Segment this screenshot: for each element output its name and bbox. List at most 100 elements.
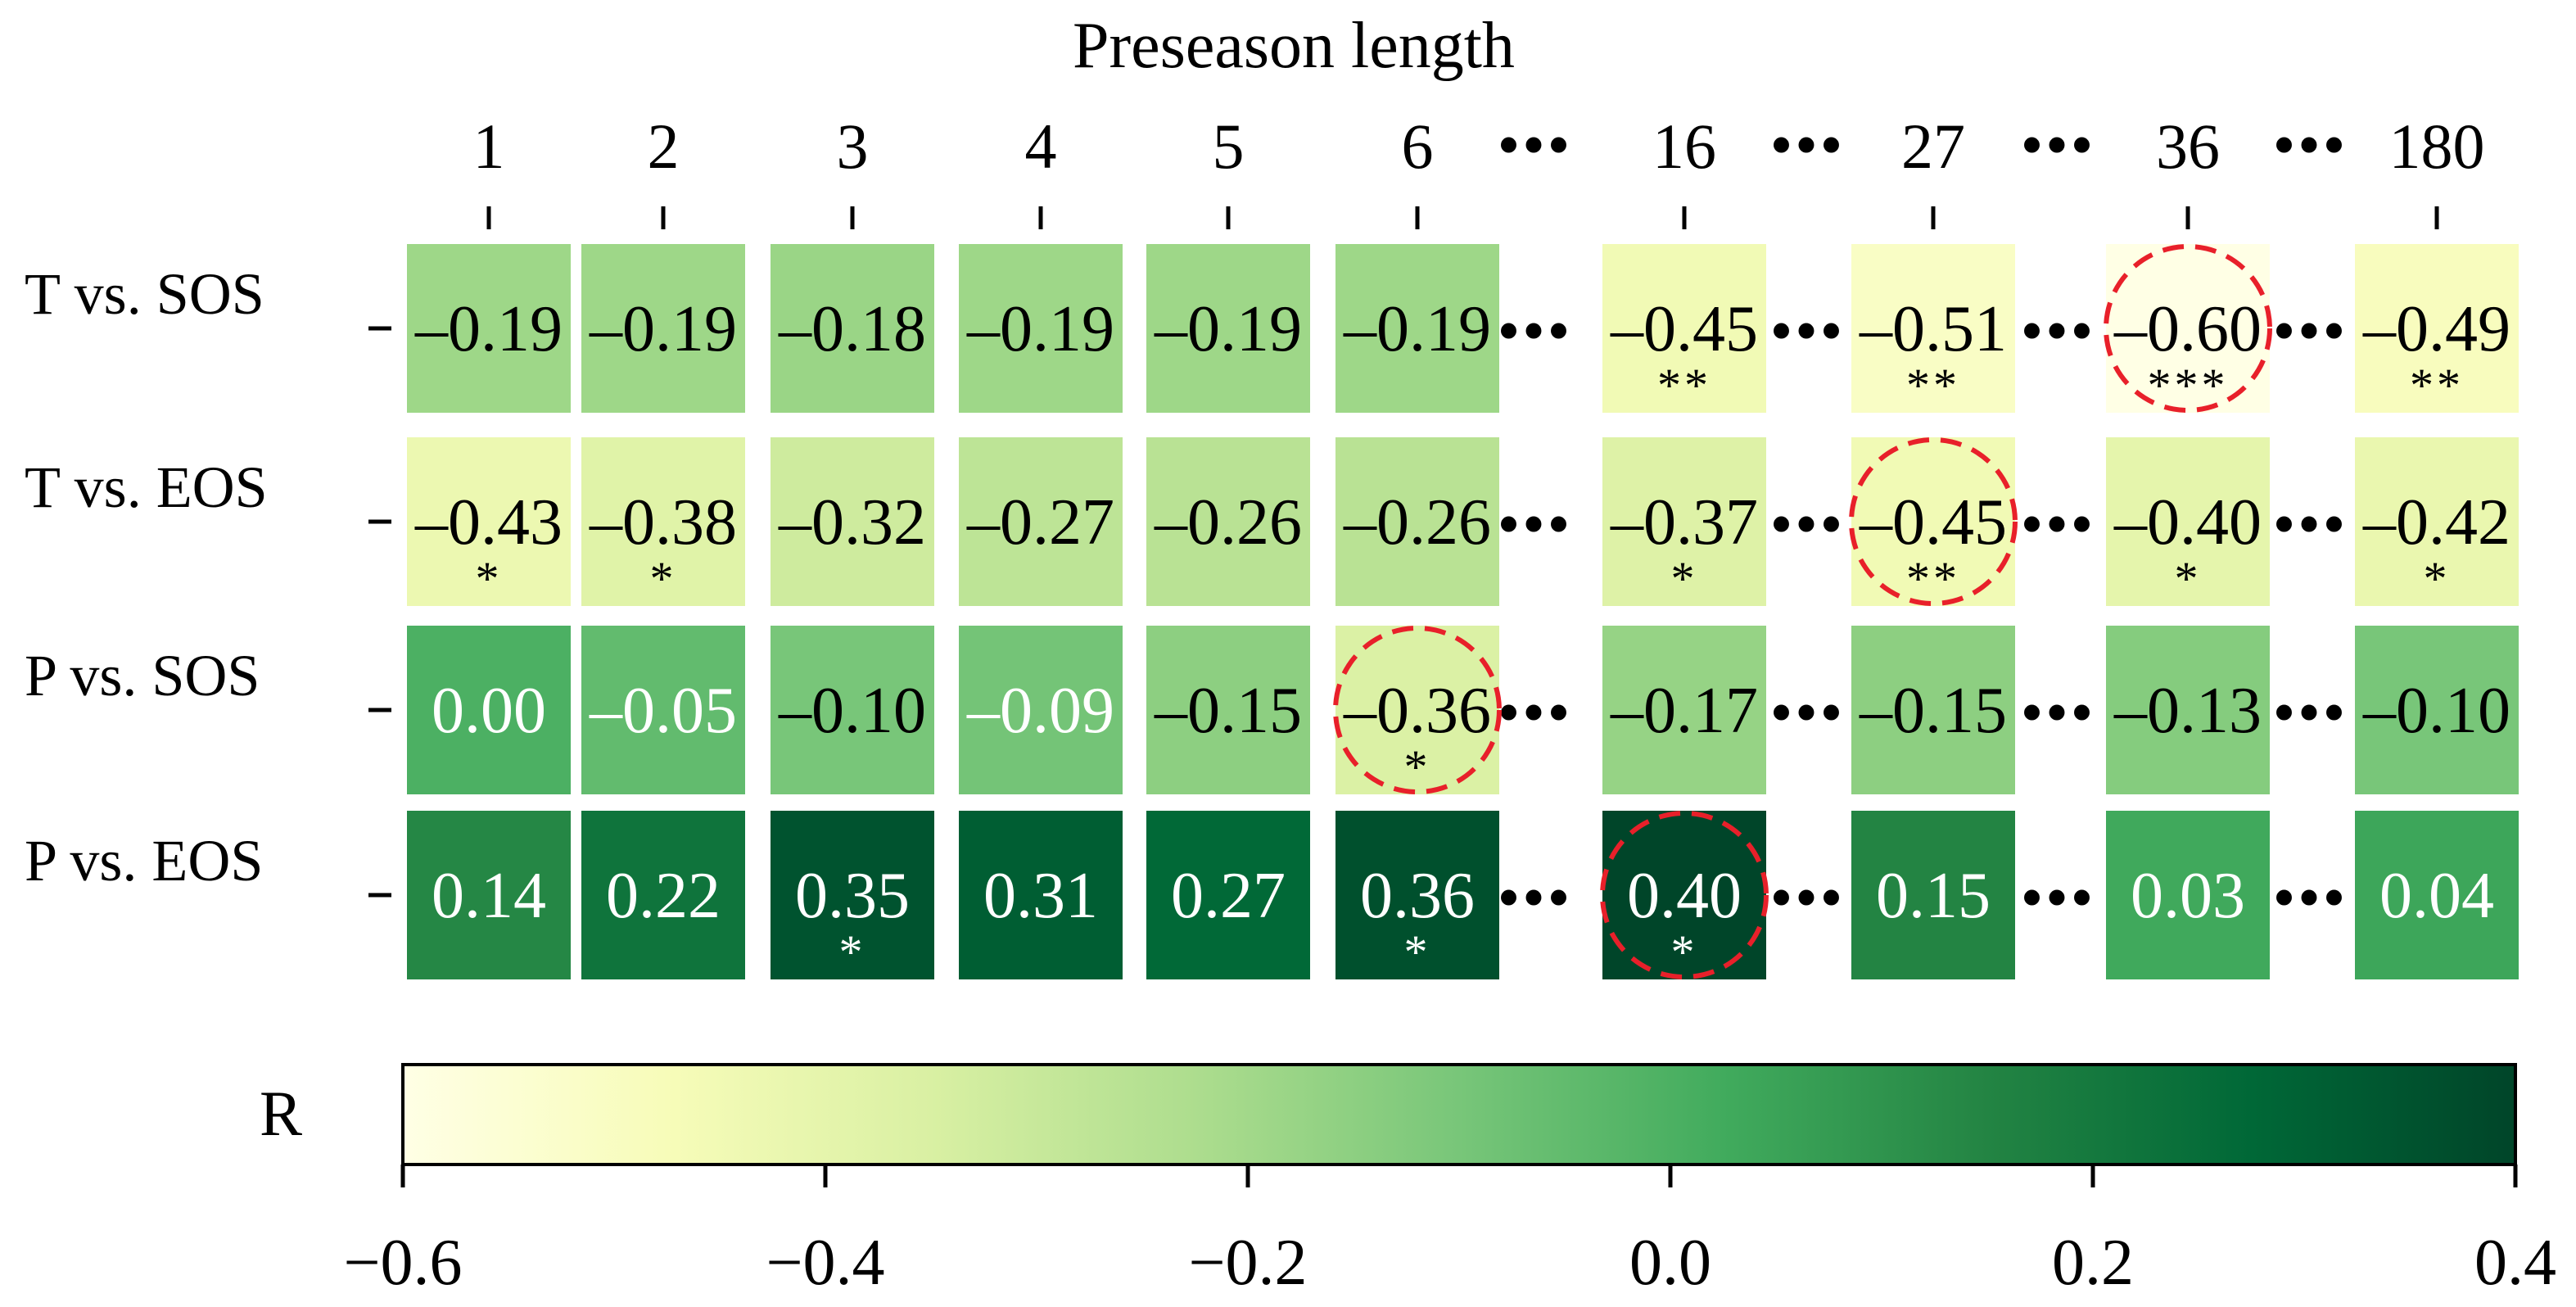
cell-value: –0.36: [1343, 675, 1491, 747]
cell-rect: [407, 811, 571, 979]
row-label: T vs. SOS: [25, 261, 264, 327]
cell-rect: [1146, 626, 1310, 794]
cell-rect: [1335, 437, 1499, 606]
cell-rect: [1851, 437, 2015, 606]
colorbar-tick-label: −0.6: [343, 1227, 462, 1299]
column-label: 1: [473, 111, 505, 182]
cell-rect: [1602, 626, 1766, 794]
cell-value: –0.37: [1610, 486, 1758, 559]
significance-marker: *: [2175, 552, 2202, 605]
cell-value: –0.27: [966, 486, 1114, 559]
significance-marker: *: [476, 552, 503, 605]
cell-rect: [1146, 244, 1310, 413]
cell-value: –0.15: [1154, 675, 1302, 747]
heatmap-cell: 0.15: [1851, 811, 2015, 979]
row-ellipsis: •••: [1498, 866, 1574, 929]
cell-value: –0.09: [966, 675, 1114, 747]
cell-rect: [2355, 437, 2519, 606]
cell-rect: [407, 626, 571, 794]
heatmap-cell: 0.36*: [1335, 811, 1499, 979]
cell-rect: [1335, 626, 1499, 794]
heatmap-cells: –0.19 –0.19 –0.18 –0.19 –0.19 –0.19 –0.45**–0.…: [407, 244, 2519, 979]
heatmap-cell: –0.19: [1146, 244, 1310, 413]
cell-rect: [771, 626, 934, 794]
cell-value: –0.19: [1154, 293, 1302, 365]
significance-marker: *: [1671, 925, 1698, 979]
row-ellipsis: •••: [1498, 300, 1574, 363]
cell-rect: [1146, 437, 1310, 606]
cell-rect: [1335, 244, 1499, 413]
highlight-circle: [2104, 244, 2272, 413]
cell-rect: [959, 811, 1123, 979]
colorbar-label: R: [260, 1078, 302, 1149]
cell-rect: [2355, 626, 2519, 794]
cell-value: –0.15: [1859, 675, 2007, 747]
row-ellipsis: •••: [2274, 866, 2349, 929]
colorbar-tick-label: 0.2: [2052, 1227, 2134, 1299]
cell-value: –0.45: [1859, 486, 2007, 559]
cell-rect: [581, 811, 745, 979]
cell-value: 0.15: [1876, 860, 1991, 932]
heatmap-cell: –0.10: [771, 626, 934, 794]
cell-rect: [581, 244, 745, 413]
row-ellipsis: •••: [2274, 681, 2349, 744]
cell-value: –0.05: [589, 675, 737, 747]
column-label: 27: [1901, 111, 1965, 182]
cell-value: 0.04: [2379, 860, 2494, 932]
heatmap-cell: –0.51**: [1851, 244, 2015, 413]
ellipsis-markers: ••• ••• ••• ••• ••• ••• ••• ••• ••• ••• ••• ••• ••• •…: [1498, 300, 2349, 929]
header-ellipsis: •••: [2022, 114, 2097, 177]
row-ellipsis: •••: [2022, 866, 2097, 929]
heatmap-cell: 0.40*: [1602, 811, 1766, 979]
row-ellipsis: •••: [1771, 300, 1846, 363]
cell-rect: [771, 437, 934, 606]
row-ellipsis: •••: [2022, 681, 2097, 744]
row-ellipsis: •••: [2022, 300, 2097, 363]
cell-value: –0.42: [2362, 486, 2510, 559]
cell-value: 0.35: [795, 860, 910, 932]
cell-rect: [1851, 244, 2015, 413]
heatmap-cell: –0.38*: [581, 437, 745, 606]
heatmap-cell: –0.19: [581, 244, 745, 413]
cell-value: –0.18: [778, 293, 926, 365]
heatmap-cell: 0.27: [1146, 811, 1310, 979]
colorbar-tick-label: 0.0: [1629, 1227, 1711, 1299]
cell-rect: [1851, 811, 2015, 979]
cell-rect: [1602, 437, 1766, 606]
cell-value: 0.36: [1360, 860, 1475, 932]
cell-rect: [959, 437, 1123, 606]
column-label: 5: [1213, 111, 1245, 182]
colorbar-gradient: [401, 1063, 2517, 1166]
row-ellipsis: •••: [2274, 300, 2349, 363]
row-label: P vs. SOS: [25, 643, 260, 708]
cell-value: –0.17: [1610, 675, 1758, 747]
colorbar-tick-label: 0.4: [2474, 1227, 2556, 1299]
cell-value: –0.19: [966, 293, 1114, 365]
heatmap-cell: 0.14: [407, 811, 571, 979]
heatmap-cell: –0.45**: [1602, 244, 1766, 413]
header-ellipsis: •••: [2274, 114, 2349, 177]
heatmap-cell: –0.10: [2355, 626, 2519, 794]
heatmap-cell: –0.19: [407, 244, 571, 413]
cell-rect: [1602, 811, 1766, 979]
row-ellipsis: •••: [2022, 493, 2097, 556]
significance-marker: *: [839, 925, 866, 979]
heatmap-cell: 0.03: [2106, 811, 2270, 979]
significance-marker: *: [650, 552, 677, 605]
cell-rect: [771, 244, 934, 413]
heatmap-cell: –0.26: [1146, 437, 1310, 606]
heatmap-cell: –0.27: [959, 437, 1123, 606]
column-label: 180: [2389, 111, 2485, 182]
heatmap-cell: –0.19: [1335, 244, 1499, 413]
heatmap-cell: –0.60***: [2106, 244, 2270, 413]
heatmap-cell: –0.15: [1851, 626, 2015, 794]
heatmap-cell: –0.32: [771, 437, 934, 606]
heatmap-cell: –0.05: [581, 626, 745, 794]
cell-value: 0.31: [983, 860, 1098, 932]
cell-value: –0.10: [778, 675, 926, 747]
column-labels: 1 2 3 4 5 6 16 27 36 180 ••• ••• ••• •••: [473, 111, 2485, 229]
row-ellipsis: •••: [1771, 493, 1846, 556]
cell-value: 0.22: [606, 860, 721, 932]
row-labels: T vs. SOS T vs. EOS P vs. SOS P vs. EOS: [25, 261, 391, 898]
cell-value: –0.19: [589, 293, 737, 365]
